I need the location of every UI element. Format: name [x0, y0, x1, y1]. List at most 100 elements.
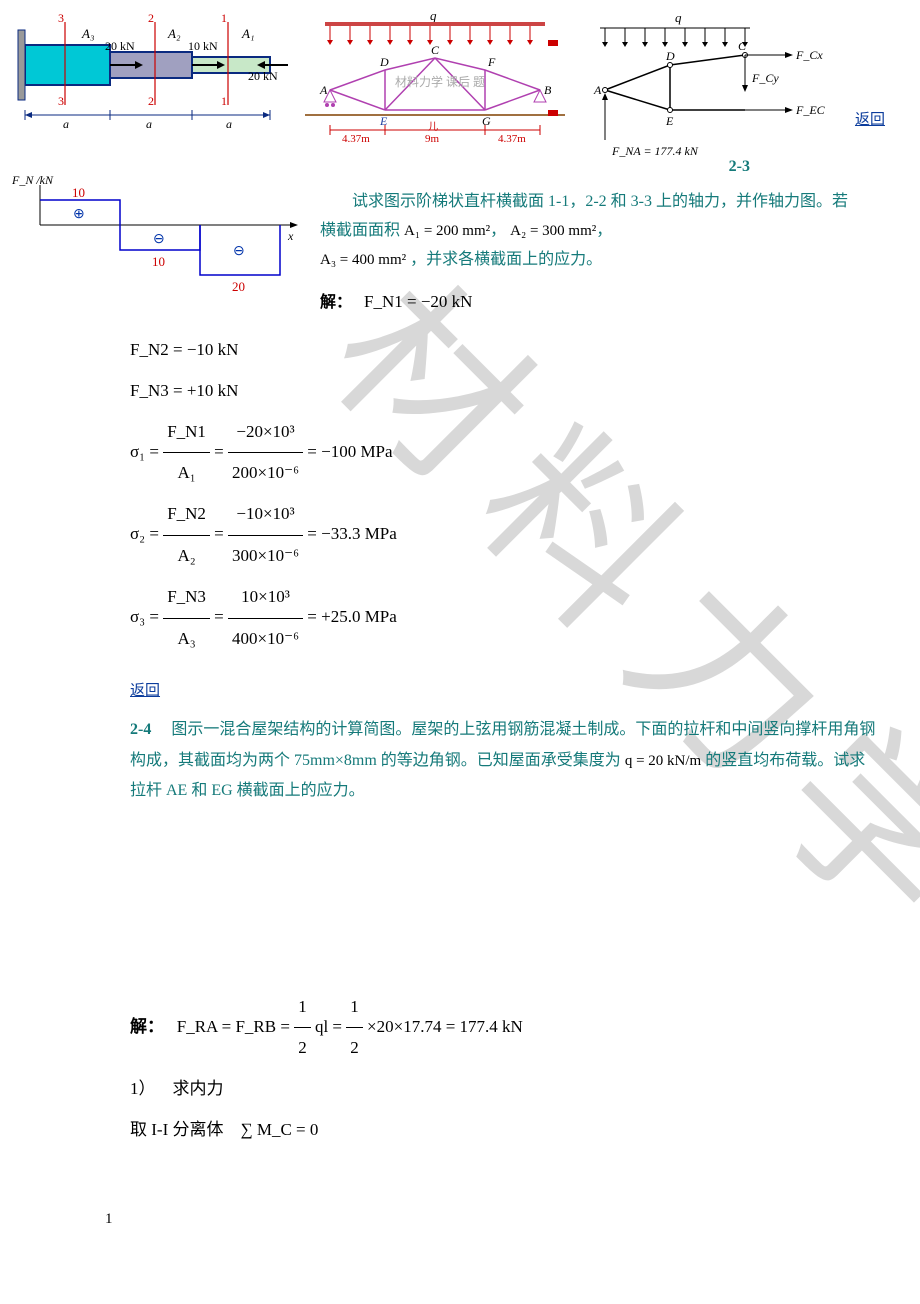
page: A₃ A₂ A₁ 3 2 1 3 2 1 20 kN 10 kN 20 kN a	[0, 0, 920, 1268]
svg-text:10: 10	[72, 185, 85, 200]
svg-text:A₁: A₁	[241, 26, 254, 41]
step2a: 取 I-I 分离体	[130, 1120, 223, 1139]
svg-text:A: A	[593, 83, 602, 97]
svg-text:1: 1	[221, 94, 227, 108]
problem-23-row: F_N /kN x 10 10 20 ⊕ ⊖ ⊖	[0, 170, 920, 330]
problem-24-block: 2-4 图示一混合屋架结构的计算简图。屋架的上弦用钢筋混凝土制成。下面的拉杆和中…	[130, 715, 880, 806]
figure-truss-load: q	[300, 10, 570, 160]
svg-text:20: 20	[232, 279, 245, 294]
r-mid: ql =	[315, 1017, 342, 1036]
svg-text:2: 2	[148, 11, 154, 25]
r-num2: 1	[346, 987, 363, 1029]
r-num: 1	[294, 987, 311, 1029]
s1-rhs: = −100 MPa	[307, 442, 392, 461]
s3-d2: 400×10⁻⁶	[228, 619, 303, 660]
s2-n2: −10×10³	[228, 494, 303, 536]
s3-n2: 10×10³	[228, 577, 303, 619]
freebody-svg: q A D C E	[580, 10, 830, 160]
eq-sigma1: σ₁ = F_N1A₁ = −20×10³200×10⁻⁶ = −100 MPa	[130, 412, 920, 495]
svg-text:3: 3	[58, 94, 64, 108]
axial-diagram-svg: F_N /kN x 10 10 20 ⊕ ⊖ ⊖	[10, 170, 300, 330]
s3-rhs: = +25.0 MPa	[307, 607, 397, 626]
s1-n1: F_N1	[163, 412, 210, 454]
svg-text:F_Cy: F_Cy	[751, 71, 779, 85]
svg-text:2: 2	[148, 94, 154, 108]
stepped-bar-svg: A₃ A₂ A₁ 3 2 1 3 2 1 20 kN 10 kN 20 kN a	[10, 10, 290, 130]
s2-d1: A₂	[163, 536, 210, 577]
svg-text:D: D	[665, 49, 675, 63]
svg-text:A: A	[319, 83, 328, 97]
s1-n2: −20×10³	[228, 412, 303, 454]
p23-a2: A₂ = 300 mm²	[510, 223, 596, 239]
step2b: ∑ M_C = 0	[240, 1120, 318, 1139]
page-number: 1	[105, 1211, 920, 1228]
solution-label-23: 解：	[320, 294, 352, 311]
eq-fn2: F_N2 = −10 kN	[130, 330, 920, 371]
s3-n1: F_N3	[163, 577, 210, 619]
svg-text:4.37m: 4.37m	[342, 133, 370, 145]
s2-rhs: = −33.3 MPa	[307, 524, 397, 543]
s1-lhs: σ₁ =	[130, 442, 159, 461]
svg-text:儿: 儿	[428, 121, 438, 133]
svg-text:a: a	[226, 117, 232, 130]
svg-text:C: C	[431, 43, 440, 57]
p24-q: q = 20 kN/m	[625, 753, 701, 769]
svg-text:4.37m: 4.37m	[498, 133, 526, 145]
r-lhs: F_RA = F_RB =	[177, 1017, 290, 1036]
step-2: 取 I-I 分离体 ∑ M_C = 0	[130, 1110, 920, 1151]
r-tail: ×20×17.74	[367, 1017, 441, 1036]
svg-text:F: F	[487, 55, 496, 69]
s1-d1: A₁	[163, 453, 210, 494]
eq-sigma2: σ₂ = F_N2A₂ = −10×10³300×10⁻⁶ = −33.3 MP…	[130, 494, 920, 577]
svg-text:20 kN: 20 kN	[105, 39, 135, 53]
svg-text:x: x	[287, 229, 294, 243]
svg-text:A₂: A₂	[167, 26, 181, 41]
r-den2: 2	[346, 1028, 363, 1069]
p23-text2: ，并求各横截面上的应力。	[410, 251, 602, 268]
equations-23: F_N2 = −10 kN F_N3 = +10 kN σ₁ = F_N1A₁ …	[130, 330, 920, 659]
svg-text:A₃: A₃	[81, 26, 94, 41]
section-number-23: 2-3	[729, 158, 750, 176]
svg-text:D: D	[379, 55, 389, 69]
truss-svg: q	[300, 10, 570, 150]
s2-lhs: σ₂ =	[130, 524, 159, 543]
svg-text:20 kN: 20 kN	[248, 69, 278, 83]
s1-d2: 200×10⁻⁶	[228, 453, 303, 494]
svg-text:1: 1	[221, 11, 227, 25]
svg-text:B: B	[544, 83, 552, 97]
svg-text:⊕: ⊕	[73, 207, 85, 222]
eq-fn1: F_N1 = −20 kN	[364, 292, 472, 311]
svg-text:F_Cx: F_Cx	[795, 48, 823, 62]
solution-label-24: 解：	[130, 1017, 164, 1036]
svg-text:F_NA = 177.4 kN: F_NA = 177.4 kN	[611, 144, 699, 158]
section-number-24: 2-4	[130, 721, 151, 738]
return-link-mid[interactable]: 返回	[130, 683, 160, 699]
svg-text:10: 10	[152, 254, 165, 269]
svg-text:E: E	[665, 114, 674, 128]
equations-24: 解： F_RA = F_RB = 12 ql = 12 ×20×17.74 = …	[130, 987, 920, 1151]
top-figure-row: A₃ A₂ A₁ 3 2 1 3 2 1 20 kN 10 kN 20 kN a	[0, 10, 920, 160]
step-1: 1） 求内力	[130, 1069, 920, 1110]
s3-lhs: σ₃ =	[130, 607, 159, 626]
svg-text:⊖: ⊖	[233, 244, 245, 259]
p23-a1: A₁ = 200 mm²	[404, 223, 490, 239]
return-link-top[interactable]: 返回	[855, 108, 885, 129]
svg-text:9m: 9m	[425, 133, 440, 145]
figure-freebody: q A D C E	[580, 10, 830, 160]
step1-num: 1）	[130, 1079, 156, 1098]
s3-d1: A₃	[163, 619, 210, 660]
svg-text:F_N /kN: F_N /kN	[11, 173, 54, 187]
return-block: 返回	[130, 679, 920, 700]
r-den: 2	[294, 1028, 311, 1069]
s2-d2: 300×10⁻⁶	[228, 536, 303, 577]
svg-text:⊖: ⊖	[153, 232, 165, 247]
svg-text:q: q	[430, 10, 437, 23]
svg-text:3: 3	[58, 11, 64, 25]
figure-stepped-bar: A₃ A₂ A₁ 3 2 1 3 2 1 20 kN 10 kN 20 kN a	[10, 10, 290, 160]
svg-text:材料力学 课后 题: 材料力学 课后 题	[395, 74, 485, 89]
figure-placeholder-24	[0, 807, 920, 987]
problem-23-text: 试求图示阶梯状直杆横截面 1-1，2-2 和 3-3 上的轴力，并作轴力图。若横…	[320, 188, 860, 274]
svg-text:E: E	[379, 114, 388, 128]
svg-text:a: a	[63, 117, 69, 130]
svg-text:10 kN: 10 kN	[188, 39, 218, 53]
